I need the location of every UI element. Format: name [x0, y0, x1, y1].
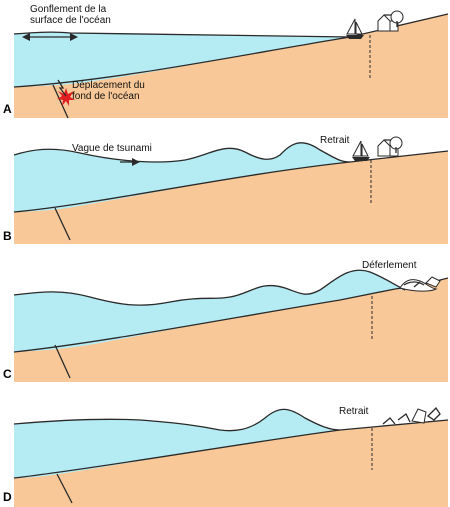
- boat-icon: [352, 140, 370, 161]
- seafloor-land: [14, 14, 448, 118]
- tree-icon: [390, 10, 404, 27]
- seafloor-line: [13, 36, 351, 88]
- panel-letter-b: B: [3, 229, 12, 243]
- retreat-label: Retrait: [339, 406, 369, 417]
- ocean-water: [14, 32, 350, 87]
- ocean-surface-line: [13, 142, 449, 163]
- panel-a: Gonflement de la surface de l'océan Dépla…: [3, 4, 449, 119]
- ocean-surface-line: [13, 269, 406, 306]
- ocean-surface-line: [13, 408, 449, 432]
- debris-icon: [413, 276, 441, 288]
- fault-line: [54, 207, 71, 241]
- panel-letter-a: A: [3, 102, 12, 116]
- panel-letter-d: D: [3, 490, 12, 504]
- seafloor-land: [14, 278, 448, 382]
- panel-b: Vague de tsunami Retrait B: [3, 135, 449, 244]
- seafloor-land: [14, 151, 448, 244]
- tsunami-wave-label: Vague de tsunami: [72, 143, 152, 154]
- panel-c: Déferlement C: [3, 260, 449, 382]
- swell-label: Gonflement de la surface de l'océan: [30, 4, 111, 26]
- tree-icon: [389, 136, 403, 153]
- lightning-icon: [57, 79, 67, 97]
- panel-letter-c: C: [3, 367, 12, 381]
- seafloor-line: [13, 161, 351, 213]
- debris-icon: [382, 406, 441, 425]
- panel-d: Retrait D: [3, 406, 449, 507]
- seafloor-line: [13, 429, 341, 479]
- ocean-water: [14, 142, 350, 212]
- ocean-surface-line: [13, 13, 449, 38]
- boat-icon: [346, 18, 364, 39]
- breaking-label: Déferlement: [362, 260, 417, 271]
- fault-line: [54, 344, 71, 379]
- house-icon: [377, 14, 399, 32]
- fault-line: [52, 84, 69, 119]
- breaking-wave-icon: [399, 279, 438, 292]
- seafloor-land: [14, 420, 448, 507]
- arrow-icon: [120, 158, 140, 166]
- ocean-water: [14, 409, 340, 478]
- burst-icon: [57, 88, 75, 106]
- retreat-label: Retrait: [320, 135, 350, 146]
- fault-line: [56, 473, 73, 504]
- double-arrow-icon: [22, 33, 78, 41]
- ocean-water: [14, 270, 405, 352]
- seafloor-shift-label: Déplacement du fond de l'océan: [72, 80, 145, 102]
